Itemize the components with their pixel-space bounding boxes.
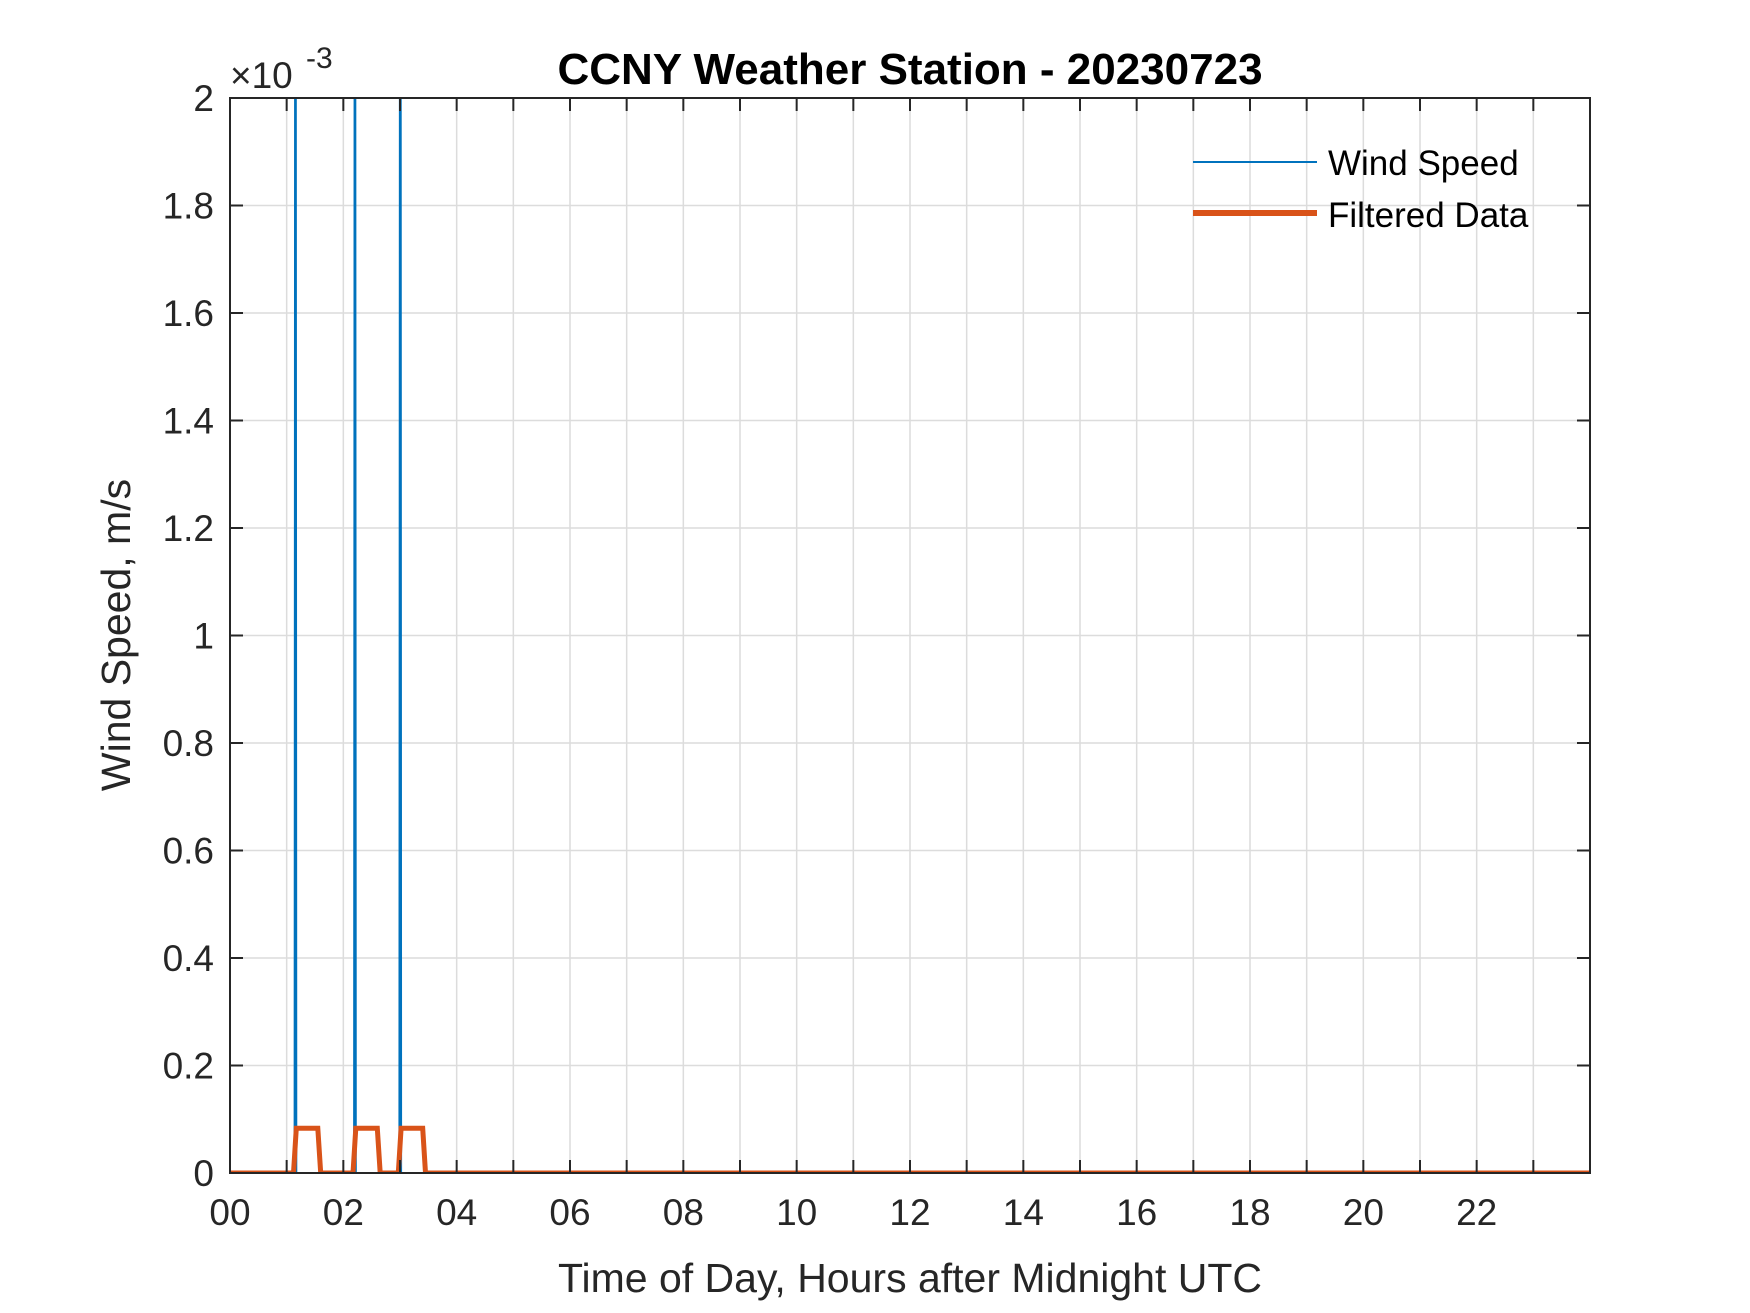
y-tick-label: 0.4	[163, 938, 214, 979]
y-tick-label: 1.4	[163, 401, 214, 442]
y-exponent-base: ×10	[230, 55, 293, 96]
ticks	[229, 97, 1590, 1174]
y-tick-label: 1	[193, 616, 214, 657]
legend-label-filtered-data: Filtered Data	[1328, 196, 1529, 235]
x-tick-label: 22	[1456, 1192, 1497, 1233]
y-tick-label: 1.8	[163, 186, 214, 227]
x-tick-label: 02	[323, 1192, 364, 1233]
chart-title: CCNY Weather Station - 20230723	[557, 45, 1262, 94]
x-tick-label: 12	[889, 1192, 930, 1233]
x-tick-label: 16	[1116, 1192, 1157, 1233]
x-axis-label: Time of Day, Hours after Midnight UTC	[558, 1255, 1262, 1301]
axes-box	[229, 97, 1591, 1174]
y-tick-label: 2	[193, 78, 214, 119]
y-exponent: ×10 -3	[230, 42, 333, 96]
y-tick-label: 0.8	[163, 723, 214, 764]
x-tick-label: 04	[436, 1192, 477, 1233]
y-tick-label: 0.6	[163, 831, 214, 872]
x-tick-label: 14	[1003, 1192, 1044, 1233]
x-tick-label: 00	[209, 1192, 250, 1233]
x-tick-label: 18	[1229, 1192, 1270, 1233]
series-group	[230, 98, 1590, 1173]
series-line-filtered-data	[230, 1125, 1590, 1173]
tick-labels: 00 02 04 06 08 10 12 14 16 18 20 22 0 0.2 0.4 0.6 0.8 1 1.…	[163, 78, 1498, 1233]
legend: Wind Speed Filtered Data	[1193, 144, 1529, 235]
x-tick-label: 20	[1343, 1192, 1384, 1233]
legend-label-wind-speed: Wind Speed	[1328, 144, 1519, 183]
y-axis-label: Wind Speed, m/s	[93, 479, 139, 791]
y-tick-label: 0.2	[163, 1046, 214, 1087]
x-tick-label: 10	[776, 1192, 817, 1233]
x-tick-label: 08	[663, 1192, 704, 1233]
y-tick-label: 1.2	[163, 508, 214, 549]
y-tick-label: 1.6	[163, 293, 214, 334]
y-tick-label: 0	[193, 1153, 214, 1194]
y-exponent-power: -3	[306, 42, 333, 75]
x-tick-label: 06	[549, 1192, 590, 1233]
